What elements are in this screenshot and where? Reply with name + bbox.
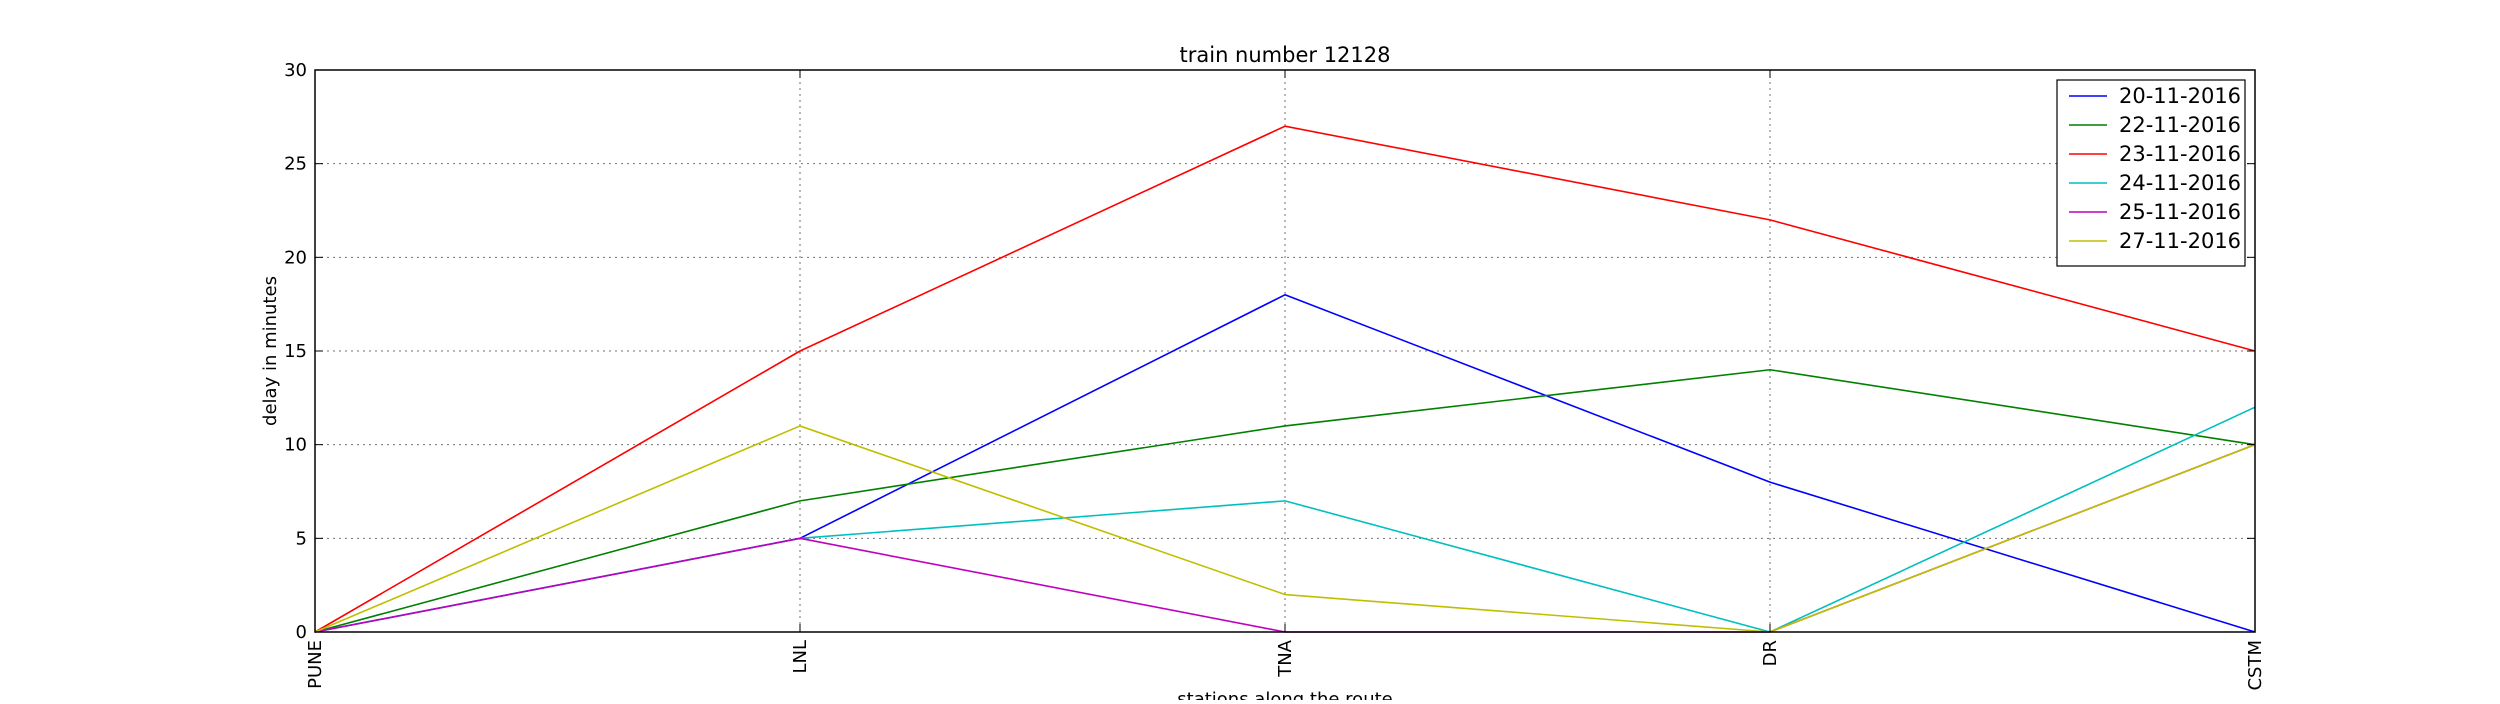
- legend-label: 23-11-2016: [2119, 142, 2241, 166]
- x-tick-label: PUNE: [305, 640, 326, 689]
- legend-label: 20-11-2016: [2119, 84, 2241, 108]
- x-tick-label: LNL: [790, 640, 811, 674]
- legend-label: 27-11-2016: [2119, 229, 2241, 253]
- y-tick-label: 25: [284, 154, 307, 175]
- legend-label: 25-11-2016: [2119, 200, 2241, 224]
- y-tick-label: 0: [296, 622, 307, 643]
- x-tick-label: CSTM: [2245, 640, 2266, 691]
- y-tick-label: 5: [296, 528, 307, 549]
- legend-label: 22-11-2016: [2119, 113, 2241, 137]
- legend-box: [2056, 79, 2246, 267]
- y-tick-label: 30: [284, 60, 307, 81]
- x-tick-label: DR: [1760, 640, 1781, 666]
- x-axis-label: stations along the route: [1177, 689, 1392, 700]
- y-tick-label: 20: [284, 247, 307, 268]
- y-tick-label: 10: [284, 435, 307, 456]
- chart-title: train number 12128: [1180, 43, 1391, 67]
- series-line: [314, 425, 2256, 633]
- legend-label: 24-11-2016: [2119, 171, 2241, 195]
- series-line: [314, 368, 2256, 633]
- series-line: [314, 125, 2256, 633]
- tick-layer: 0 5 10 15 20 25 30 PUNE LNL TNA DR CSTM: [284, 60, 2266, 691]
- grid-layer: [314, 69, 2256, 633]
- y-tick-label: 15: [284, 341, 307, 362]
- x-tick-label: TNA: [1275, 639, 1296, 677]
- legend: 20-11-2016 22-11-2016 23-11-2016 24-11-2016…: [2056, 79, 2246, 267]
- y-axis-label: delay in minutes: [260, 276, 281, 426]
